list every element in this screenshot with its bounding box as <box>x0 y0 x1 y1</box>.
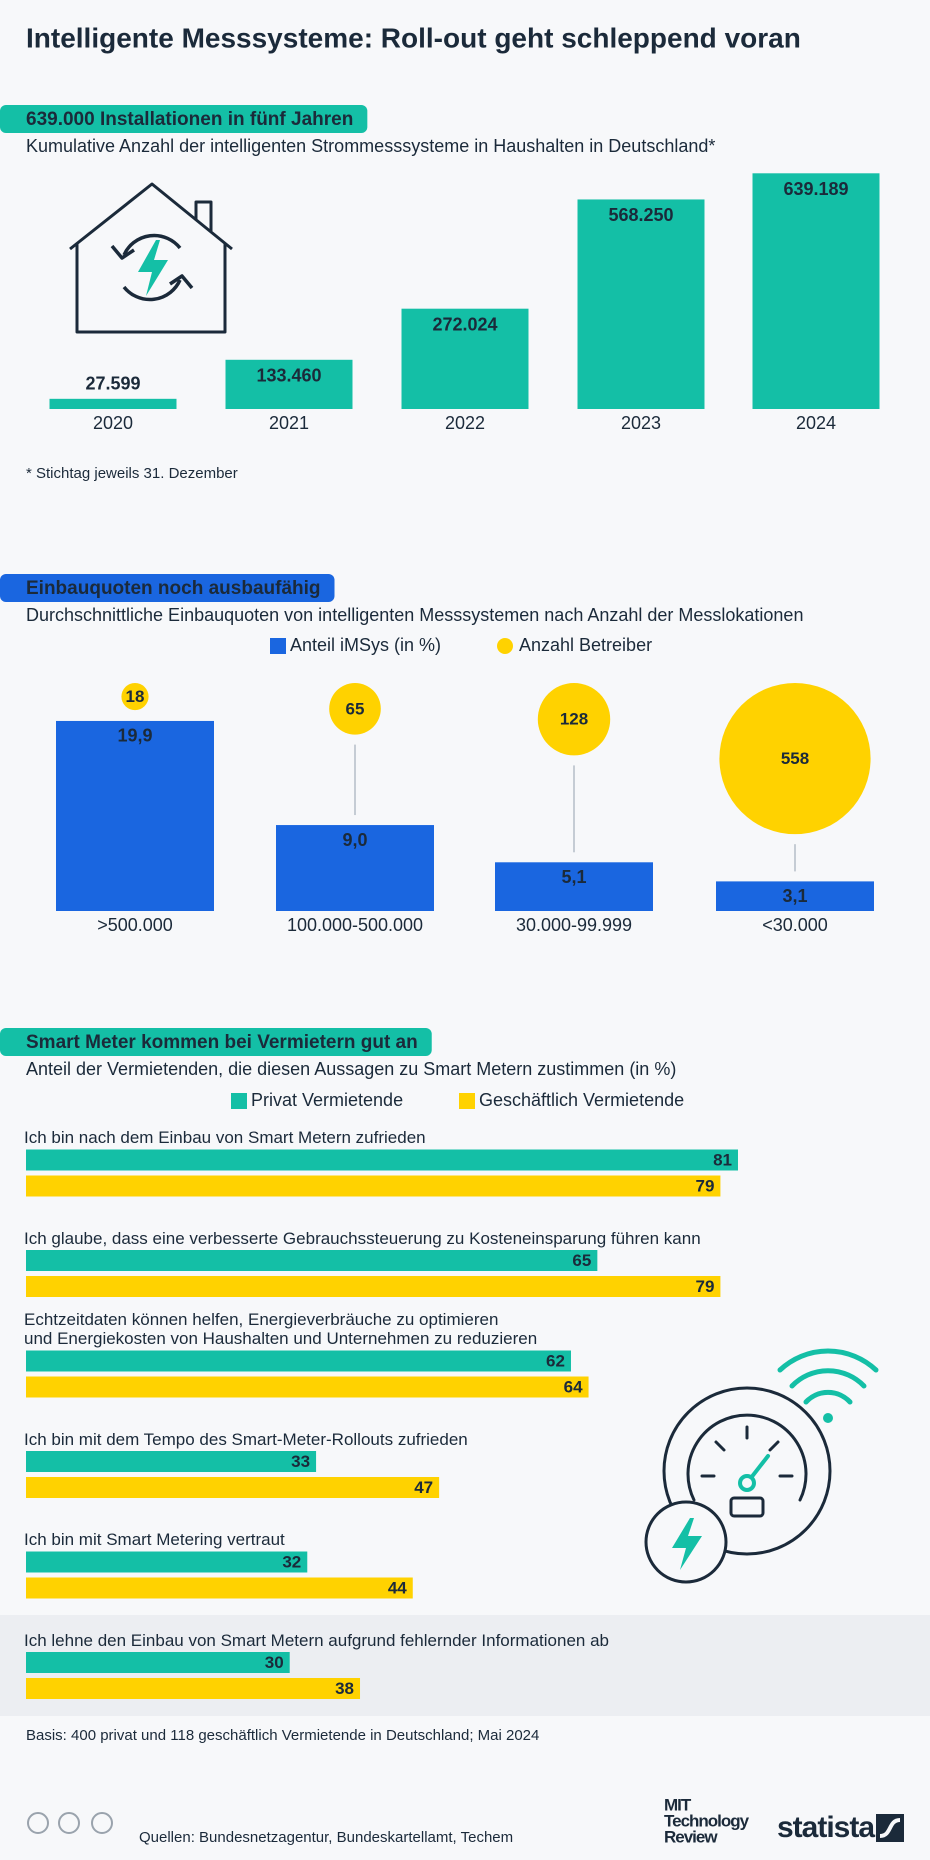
category-label: Ich bin nach dem Einbau von Smart Metern… <box>24 1128 426 1147</box>
page-title: Intelligente Messsysteme: Roll-out geht … <box>26 22 801 53</box>
value-label: 47 <box>414 1478 433 1497</box>
bar <box>276 825 434 911</box>
legend-marker <box>270 638 286 654</box>
value-label: 3,1 <box>782 886 807 906</box>
bubble <box>719 683 871 835</box>
value-label: 81 <box>713 1150 732 1169</box>
x-tick-label: 2020 <box>93 413 133 433</box>
bar <box>26 1477 440 1498</box>
category-label: Echtzeitdaten können helfen, Energieverb… <box>24 1310 538 1348</box>
x-tick-label: <30.000 <box>762 915 828 935</box>
value-label: 639.189 <box>783 179 848 199</box>
bar <box>716 881 874 911</box>
category-label: Ich bin mit Smart Metering vertraut <box>24 1530 285 1549</box>
section-title: 639.000 Installationen in fünf Jahren <box>26 109 353 130</box>
bar <box>26 1451 317 1472</box>
subtitle: Durchschnittliche Einbauquoten von intel… <box>26 605 803 625</box>
x-tick-label: 100.000-500.000 <box>287 915 423 935</box>
bar <box>26 1250 598 1271</box>
value-label: 272.024 <box>432 314 497 334</box>
section-pill <box>0 105 368 133</box>
section-title: Einbauquoten noch ausbaufähig <box>26 578 321 599</box>
value-label: 5,1 <box>561 867 586 887</box>
bar <box>577 199 705 409</box>
x-tick-label: 2024 <box>796 413 836 433</box>
bar <box>225 359 353 409</box>
section-title: Smart Meter kommen bei Vermietern gut an <box>26 1032 418 1053</box>
bar <box>401 308 529 409</box>
footnote: * Stichtag jeweils 31. Dezember <box>26 465 238 482</box>
footnote: Basis: 400 privat und 118 geschäftlich V… <box>26 1727 539 1744</box>
license-icons <box>27 1812 113 1834</box>
section-pill <box>0 574 335 602</box>
value-label: 62 <box>546 1351 565 1370</box>
bar <box>56 720 214 911</box>
value-label: 133.460 <box>256 366 321 386</box>
source: Quellen: Bundesnetzagentur, Bundeskartel… <box>139 1829 513 1846</box>
bubble-label: 558 <box>781 749 809 768</box>
bar <box>26 1276 721 1297</box>
bar <box>495 862 653 911</box>
value-label: 9,0 <box>342 830 367 850</box>
bar <box>26 1376 589 1398</box>
subtitle: Kumulative Anzahl der intelligenten Stro… <box>26 136 715 156</box>
legend-label: Privat Vermietende <box>251 1090 403 1110</box>
x-tick-label: 2023 <box>621 413 661 433</box>
value-label: 32 <box>282 1552 301 1571</box>
bar <box>26 1652 290 1673</box>
bar <box>26 1678 361 1699</box>
house-icon <box>69 182 233 334</box>
meter-icon <box>644 1348 879 1584</box>
bar <box>26 1551 308 1573</box>
bubble <box>537 683 611 756</box>
bubble-label: 128 <box>560 710 588 729</box>
bubble-label: 18 <box>126 687 145 706</box>
section-pill <box>0 1028 432 1056</box>
value-label: 30 <box>265 1653 284 1672</box>
value-label: 19,9 <box>117 726 152 746</box>
value-label: 568.250 <box>608 205 673 225</box>
bubble <box>121 683 149 711</box>
legend-marker <box>459 1093 475 1109</box>
bubble-label: 65 <box>346 699 365 718</box>
legend-label: Anteil iMSys (in %) <box>290 635 441 655</box>
bar <box>26 1149 738 1171</box>
partner-logo: Technology <box>664 1811 750 1830</box>
x-tick-label: >500.000 <box>97 915 173 935</box>
subtitle: Anteil der Vermietenden, die diesen Auss… <box>26 1059 676 1079</box>
value-label: 33 <box>291 1452 310 1471</box>
value-label: 64 <box>564 1377 583 1396</box>
legend-label: Geschäftlich Vermietende <box>479 1090 684 1110</box>
value-label: 79 <box>695 1176 714 1195</box>
x-tick-label: 30.000-99.999 <box>516 915 632 935</box>
value-label: 65 <box>572 1251 591 1270</box>
partner-logo: Review <box>664 1827 718 1846</box>
value-label: 79 <box>695 1277 714 1296</box>
x-tick-label: 2021 <box>269 413 309 433</box>
bubble <box>329 683 381 735</box>
category-label: Ich glaube, dass eine verbesserte Gebrau… <box>24 1228 701 1248</box>
legend-label: Anzahl Betreiber <box>519 635 652 655</box>
legend-marker <box>231 1093 247 1109</box>
partner-logo: MIT <box>664 1795 692 1814</box>
value-label: 38 <box>335 1679 354 1698</box>
bar <box>26 1350 571 1372</box>
bar <box>49 398 177 409</box>
category-label: Ich bin mit dem Tempo des Smart-Meter-Ro… <box>24 1429 468 1449</box>
bar <box>26 1577 413 1599</box>
value-label: 44 <box>388 1578 407 1597</box>
x-tick-label: 2022 <box>445 413 485 433</box>
value-label: 27.599 <box>85 374 140 394</box>
brand-logo: statista <box>777 1811 875 1844</box>
bar <box>26 1175 721 1197</box>
bar <box>752 173 880 409</box>
legend-marker <box>497 638 513 654</box>
brand-mark <box>876 1814 904 1842</box>
category-label: Ich lehne den Einbau von Smart Metern au… <box>24 1630 609 1650</box>
